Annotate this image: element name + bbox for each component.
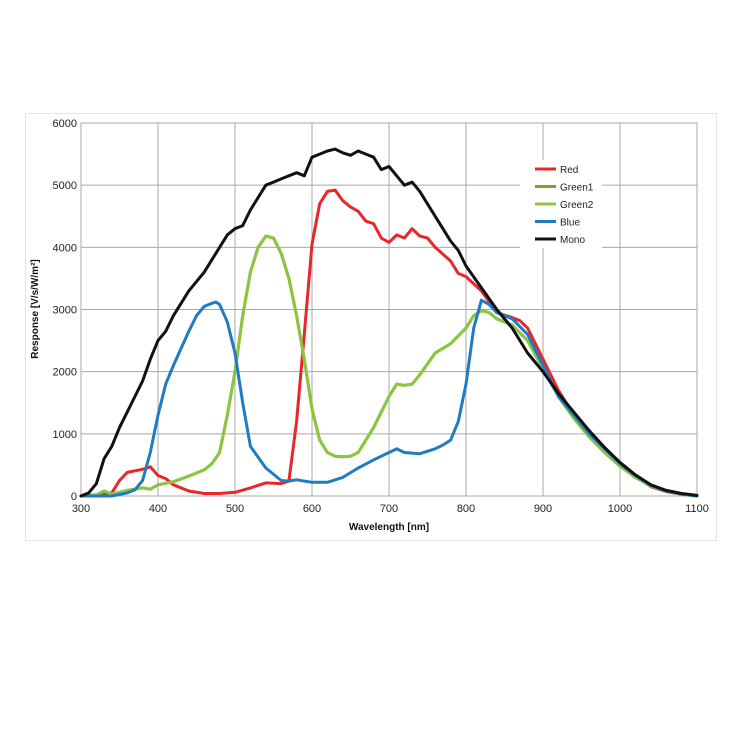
legend-label-green2: Green2 [560,200,594,211]
y-tick-label: 4000 [53,242,77,254]
x-tick-label: 500 [226,503,244,515]
y-tick-label: 5000 [53,180,77,192]
y-tick-label: 1000 [53,429,77,441]
x-tick-label: 700 [380,503,398,515]
y-tick-label: 3000 [53,305,77,317]
legend-label-blue: Blue [560,218,580,229]
y-tick-label: 6000 [53,118,77,130]
y-tick-label: 2000 [53,367,77,379]
legend-box [520,160,602,248]
x-tick-label: 1100 [685,503,709,515]
grid [80,122,698,497]
series-line-mono [79,147,699,498]
x-tick-label: 1000 [608,503,632,515]
series-layer [79,147,699,498]
x-tick-label: 600 [303,503,321,515]
x-axis-title: Wavelength [nm] [349,522,429,533]
legend-label-mono: Mono [560,235,585,246]
x-tick-label: 300 [72,503,90,515]
x-tick-label: 900 [534,503,552,515]
x-tick-label: 800 [457,503,475,515]
x-tick-label: 400 [149,503,167,515]
y-axis-title: Response [V/s/W/m²] [30,259,41,358]
legend: Red Green1 Green2 Blue Mono [520,160,602,248]
legend-label-green1: Green1 [560,183,594,194]
x-axis-ticks: 300 400 500 600 700 800 900 1000 1100 [72,503,709,515]
series-line-blue [79,298,699,498]
legend-label-red: Red [560,165,578,176]
y-axis-ticks: 0 1000 2000 3000 4000 5000 6000 [53,118,77,503]
y-tick-label: 0 [71,491,77,503]
